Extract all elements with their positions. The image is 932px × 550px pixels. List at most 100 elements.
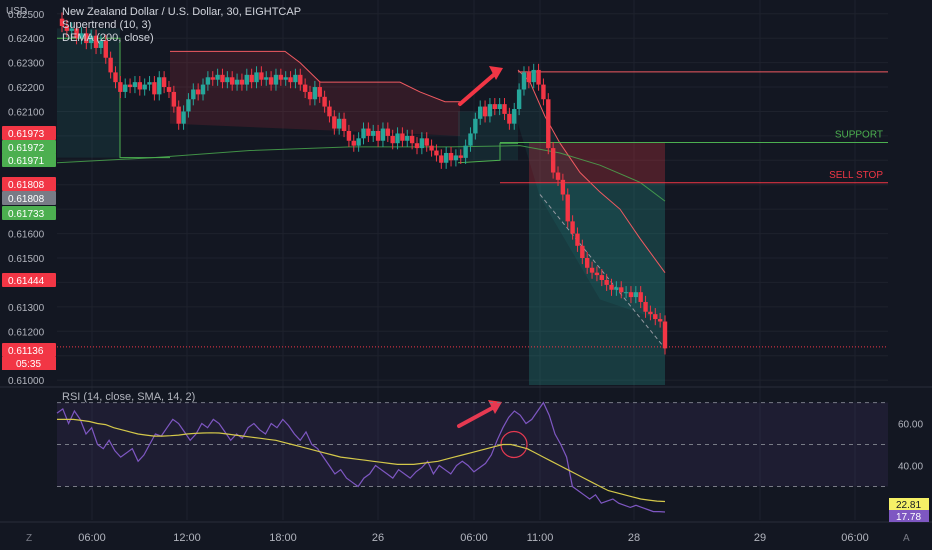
candle-body bbox=[429, 145, 434, 151]
candle-body bbox=[312, 87, 318, 100]
x-tick-label: 26 bbox=[372, 532, 384, 544]
countdown-bg bbox=[2, 357, 56, 370]
indicator-dema[interactable]: DEMA (200, close) bbox=[62, 32, 154, 44]
candle-body bbox=[614, 287, 619, 290]
candle-body bbox=[88, 35, 94, 44]
price-label: 0.61808 bbox=[8, 194, 45, 205]
candle-body bbox=[638, 292, 643, 302]
candle-body bbox=[623, 292, 629, 294]
candle-body bbox=[448, 152, 454, 161]
candle-body bbox=[259, 72, 264, 80]
candle-body bbox=[609, 284, 614, 290]
candle-body bbox=[409, 135, 415, 144]
supertrend-up-fill bbox=[57, 28, 120, 158]
candle-body bbox=[662, 321, 668, 349]
candle-body bbox=[546, 99, 551, 149]
candle-body bbox=[463, 145, 468, 158]
arrow-up-price-head bbox=[489, 66, 503, 80]
y-tick-label: 0.62400 bbox=[8, 34, 45, 45]
price-label-bg bbox=[2, 343, 56, 357]
price-label: 0.61972 bbox=[8, 143, 45, 154]
y-tick-label: 0.61500 bbox=[8, 254, 45, 265]
price-label-bg bbox=[2, 177, 56, 191]
candle-body bbox=[132, 82, 138, 88]
candle-body bbox=[550, 148, 556, 173]
candle-body bbox=[108, 57, 113, 73]
price-label-bg bbox=[2, 140, 56, 154]
candle-body bbox=[536, 69, 541, 85]
price-label: 0.61971 bbox=[8, 156, 45, 167]
candle-body bbox=[478, 106, 483, 119]
symbol-title[interactable]: New Zealand Dollar / U.S. Dollar, 30, EI… bbox=[62, 6, 302, 18]
candle-body bbox=[371, 131, 376, 136]
candle-body bbox=[507, 113, 512, 124]
y-tick-label: 0.61200 bbox=[8, 327, 45, 338]
candle-body bbox=[137, 82, 143, 90]
price-label: 0.61733 bbox=[8, 209, 45, 220]
candle-body bbox=[594, 272, 600, 276]
candle-body bbox=[254, 72, 259, 83]
supertrend-down-line bbox=[170, 50, 460, 103]
rsi-y-tick: 60.00 bbox=[898, 420, 923, 431]
candle-body bbox=[288, 77, 293, 83]
candle-body bbox=[64, 25, 70, 31]
x-tick-label: 06:00 bbox=[841, 532, 869, 544]
indicator-supertrend[interactable]: Supertrend (10, 3) bbox=[62, 19, 152, 31]
candle-body bbox=[584, 258, 590, 268]
candle-body bbox=[298, 74, 303, 85]
rsi-value-bg bbox=[889, 510, 929, 522]
timezone-icon[interactable]: Z bbox=[26, 533, 33, 544]
candle-body bbox=[332, 116, 337, 129]
candle-body bbox=[473, 118, 478, 134]
auto-scale-button[interactable]: A bbox=[903, 533, 910, 544]
dema-line bbox=[56, 145, 666, 202]
candle-body bbox=[541, 84, 546, 100]
candle-body bbox=[385, 128, 391, 136]
y-tick-label: 0.61600 bbox=[8, 230, 45, 241]
candle-body bbox=[419, 138, 425, 149]
arrow-up-price-shaft bbox=[458, 70, 499, 106]
y-tick-label: 0.62200 bbox=[8, 83, 45, 94]
x-tick-label: 29 bbox=[754, 532, 766, 544]
rsi-title[interactable]: RSI (14, close, SMA, 14, 2) bbox=[62, 391, 196, 403]
candle-body bbox=[59, 18, 65, 26]
candle-body bbox=[79, 33, 84, 39]
candle-body bbox=[302, 84, 308, 92]
candle-body bbox=[380, 128, 386, 141]
candle-body bbox=[210, 77, 215, 80]
candle-body bbox=[526, 72, 532, 83]
candle-body bbox=[147, 82, 152, 85]
axes: 06:00 12:00 18:00 26 06:00 11:00 28 29 06:00 0.62… bbox=[0, 10, 932, 544]
candle-body bbox=[98, 40, 104, 48]
candle-body bbox=[375, 131, 381, 141]
candle-body bbox=[497, 104, 502, 110]
currency-label: USD bbox=[6, 6, 28, 17]
candle-body bbox=[186, 99, 191, 112]
candle-body bbox=[93, 35, 99, 48]
x-tick-label: 28 bbox=[628, 532, 640, 544]
arrow-up-rsi-shaft bbox=[457, 404, 498, 428]
candle-body bbox=[565, 194, 570, 222]
candle-body bbox=[405, 135, 410, 141]
candle-body bbox=[327, 106, 332, 117]
candle-body bbox=[244, 74, 249, 85]
candle-body bbox=[575, 233, 580, 246]
rsi-ma-value: 22.81 bbox=[896, 500, 921, 511]
short-position-box[interactable] bbox=[529, 142, 666, 385]
candle-body bbox=[516, 89, 522, 110]
candle-body bbox=[424, 138, 429, 146]
y-tick-label: 0.62300 bbox=[8, 59, 45, 70]
candle-body bbox=[657, 319, 663, 322]
candle-body bbox=[341, 118, 347, 131]
candle-body bbox=[171, 91, 177, 107]
candle-body bbox=[220, 74, 225, 83]
candle-body bbox=[633, 292, 639, 298]
candle-body bbox=[69, 28, 74, 31]
candle-body bbox=[346, 131, 352, 141]
candle-body bbox=[234, 79, 240, 85]
candle-body bbox=[604, 279, 609, 285]
rsi-line bbox=[56, 401, 666, 513]
price-label-bg bbox=[2, 153, 56, 167]
price-label: 0.61444 bbox=[8, 276, 45, 287]
